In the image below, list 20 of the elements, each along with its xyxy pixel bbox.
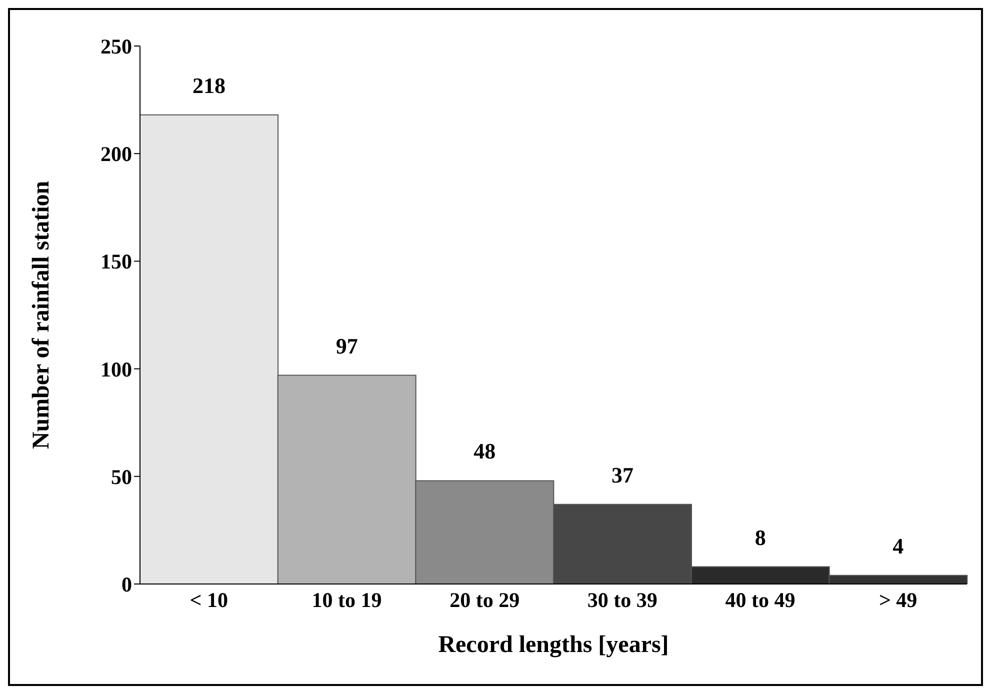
y-tick-label: 50 (111, 464, 132, 489)
data-label: 8 (754, 524, 766, 550)
data-label: 4 (892, 533, 904, 558)
data-label: 218 (192, 72, 226, 98)
x-tick-label: 20 to 29 (450, 588, 520, 612)
x-tick-label: 10 to 19 (312, 588, 382, 612)
data-label: 48 (474, 438, 496, 464)
x-tick-label: 30 to 39 (587, 588, 658, 612)
y-tick-label: 0 (122, 572, 132, 596)
y-axis-title: Number of rainfall station (28, 180, 55, 450)
y-tick-label: 100 (100, 357, 132, 382)
x-tick-label: < 10 (190, 588, 228, 612)
y-tick-label: 200 (100, 142, 132, 166)
y-tick-label: 250 (100, 34, 132, 58)
x-axis-title: Record lengths [years] (438, 632, 669, 658)
y-tick-label: 150 (100, 250, 132, 274)
data-label: 37 (612, 462, 634, 488)
x-tick-label: > 49 (878, 588, 918, 612)
x-tick-label: 40 to 49 (725, 588, 796, 612)
data-label: 97 (336, 333, 358, 358)
